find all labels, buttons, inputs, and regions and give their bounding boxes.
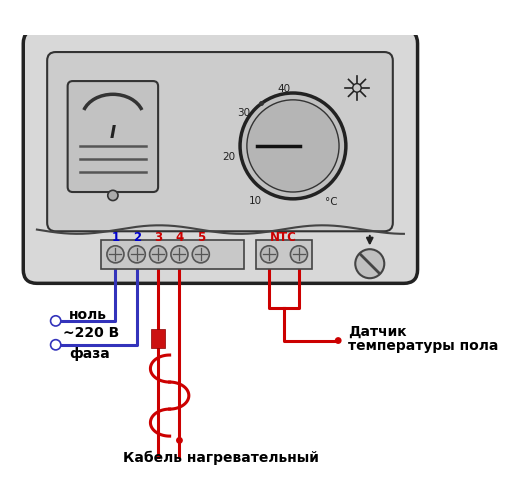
FancyBboxPatch shape — [47, 52, 393, 232]
Circle shape — [107, 246, 124, 263]
Circle shape — [50, 316, 61, 326]
Text: °C: °C — [325, 198, 337, 207]
FancyBboxPatch shape — [101, 240, 244, 269]
Circle shape — [50, 340, 61, 350]
Circle shape — [108, 190, 118, 200]
Circle shape — [261, 246, 277, 263]
Text: I: I — [110, 124, 116, 142]
Circle shape — [150, 246, 166, 263]
Text: температуры пола: температуры пола — [349, 340, 499, 353]
Text: Кабель нагревательный: Кабель нагревательный — [123, 450, 319, 464]
Circle shape — [353, 84, 361, 92]
Text: 20: 20 — [222, 152, 236, 162]
FancyBboxPatch shape — [151, 330, 165, 348]
Circle shape — [176, 437, 183, 444]
Text: фаза: фаза — [69, 347, 110, 361]
Circle shape — [291, 246, 307, 263]
Circle shape — [240, 93, 346, 199]
Text: 4: 4 — [175, 231, 184, 244]
Text: 2: 2 — [133, 231, 141, 244]
FancyBboxPatch shape — [23, 30, 417, 283]
Text: 3: 3 — [154, 231, 162, 244]
Text: NTC: NTC — [270, 231, 297, 244]
FancyBboxPatch shape — [256, 240, 312, 269]
Text: ноль: ноль — [69, 308, 107, 322]
Circle shape — [128, 246, 145, 263]
Circle shape — [192, 246, 209, 263]
FancyBboxPatch shape — [68, 81, 158, 192]
Text: 40: 40 — [278, 84, 291, 94]
Text: 1: 1 — [111, 231, 120, 244]
Circle shape — [335, 337, 342, 344]
Text: ~220 В: ~220 В — [63, 326, 119, 340]
Circle shape — [247, 100, 339, 192]
Text: 30: 30 — [237, 108, 250, 118]
Circle shape — [355, 249, 384, 278]
Text: 5: 5 — [196, 231, 205, 244]
Text: 10: 10 — [249, 196, 262, 205]
Text: Датчик: Датчик — [349, 325, 407, 339]
Circle shape — [171, 246, 188, 263]
